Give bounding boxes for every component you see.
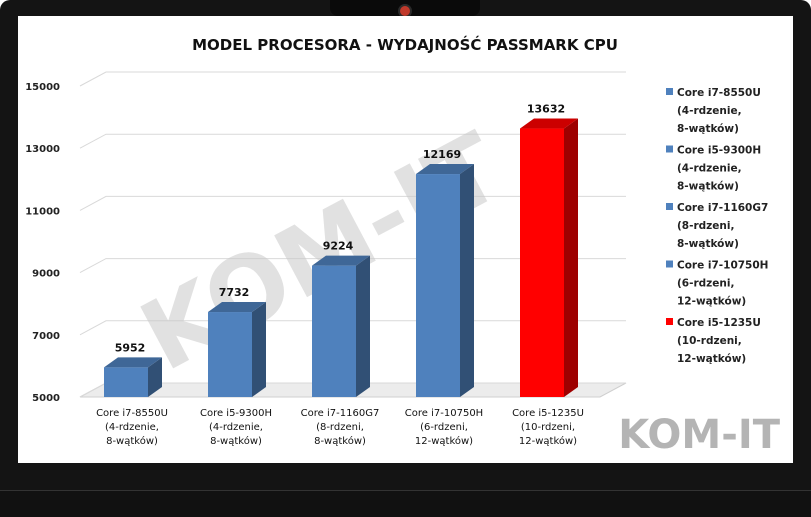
legend-label: Core i5-9300H [677, 145, 761, 157]
y-tick-label: 13000 [25, 144, 60, 155]
watermark-corner: KOM-IT [618, 412, 780, 458]
legend-label: (6-rdzeni, [677, 278, 734, 290]
gridline [79, 71, 626, 87]
legend-label: 12-wątków) [677, 353, 746, 365]
x-tick-label: (8-rdzeni, [316, 422, 364, 433]
data-label: 12169 [423, 148, 461, 161]
screen: 5000 7000 9000 11000 13000 15000 KOM-IT KOM-IT… [18, 16, 793, 463]
webcam-icon [400, 6, 410, 16]
y-tick-label: 5000 [32, 393, 60, 404]
bar-top [520, 118, 578, 129]
bar-top [104, 357, 162, 368]
legend-swatch [666, 260, 673, 268]
bar-top [416, 164, 474, 175]
x-tick-label: 8-wątków) [210, 435, 262, 447]
x-tick-label: 8-wątków) [314, 435, 366, 447]
data-label: 9224 [323, 240, 354, 253]
y-tick-label: 15000 [25, 82, 60, 93]
legend-item: Core i7-8550U (4-rdzenie, 8-wątków) [666, 87, 761, 135]
bar-side [564, 118, 578, 397]
x-tick-label: (4-rdzenie, [209, 422, 263, 433]
legend-label: Core i5-1235U [677, 317, 761, 329]
legend-label: Core i7-1160G7 [677, 202, 768, 214]
x-tick-label: Core i7-10750H [405, 408, 483, 419]
legend-label: Core i7-10750H [677, 260, 768, 272]
bar-side [460, 164, 474, 397]
legend-label: 12-wątków) [677, 296, 746, 308]
legend-swatch [666, 203, 673, 210]
legend-label: 8-wątków) [677, 123, 739, 135]
x-tick-label: 12-wątków) [415, 435, 473, 447]
legend-swatch [666, 88, 673, 95]
x-tick-label: (6-rdzeni, [420, 422, 468, 433]
x-tick-label: Core i7-8550U [96, 408, 168, 419]
legend-label: Core i7-8550U [677, 87, 761, 99]
bar-front [520, 128, 564, 397]
x-tick-label: (4-rdzenie, [105, 422, 159, 433]
bar-front [104, 367, 148, 397]
x-tick-label: Core i5-9300H [200, 408, 272, 419]
legend-item: Core i7-1160G7 (8-rdzeni, 8-wątków) [666, 202, 768, 250]
bar [416, 164, 474, 397]
bar-front [208, 312, 252, 397]
bar-top [312, 255, 370, 266]
legend-label: (8-rdzeni, [677, 220, 734, 232]
x-tick-label: 8-wątków) [106, 435, 158, 447]
data-label: 13632 [527, 103, 565, 116]
legend-label: (4-rdzenie, [677, 105, 742, 117]
data-label: 7732 [219, 286, 250, 299]
bar-front [416, 174, 460, 397]
y-tick-label: 7000 [32, 331, 60, 342]
legend-label: (4-rdzenie, [677, 163, 742, 175]
bar-top [208, 302, 266, 313]
data-label: 5952 [115, 341, 146, 354]
x-tick-label: (10-rdzeni, [521, 422, 575, 433]
bar [520, 118, 578, 397]
bar-side [356, 255, 370, 397]
gridline [79, 133, 626, 149]
bar [104, 357, 162, 397]
labels-layer: 5952 Core i7-8550U (4-rdzenie, 8-wątków) 773… [96, 103, 584, 447]
legend-layer: Core i7-8550U(4-rdzenie,8-wątków)Core i5… [666, 87, 768, 365]
x-tick-label: 12-wątków) [519, 435, 577, 447]
legend-swatch [666, 145, 673, 153]
legend-item: Core i7-10750H (6-rdzeni, 12-wątków) [666, 260, 768, 308]
y-tick-label: 9000 [32, 269, 60, 280]
bars-layer [104, 118, 578, 397]
x-tick-label: Core i7-1160G7 [301, 408, 380, 419]
x-tick-label: Core i5-1235U [512, 408, 584, 419]
legend-label: 8-wątków) [677, 238, 739, 250]
bottom-bezel [0, 490, 811, 517]
chart-title: MODEL PROCESORA - WYDAJNOŚĆ PASSMARK CPU [192, 35, 618, 54]
legend-item: Core i5-9300H (4-rdzenie, 8-wątków) [666, 145, 761, 193]
bar-front [312, 265, 356, 397]
y-tick-label: 11000 [25, 206, 60, 217]
bar [312, 255, 370, 397]
legend-label: (10-rdzeni, [677, 335, 742, 347]
bar-side [148, 357, 162, 397]
legend-swatch [666, 318, 673, 325]
bar [208, 302, 266, 397]
legend-label: 8-wątków) [677, 181, 739, 193]
bar-side [252, 302, 266, 397]
legend-item: Core i5-1235U (10-rdzeni, 12-wątków) [666, 317, 761, 365]
